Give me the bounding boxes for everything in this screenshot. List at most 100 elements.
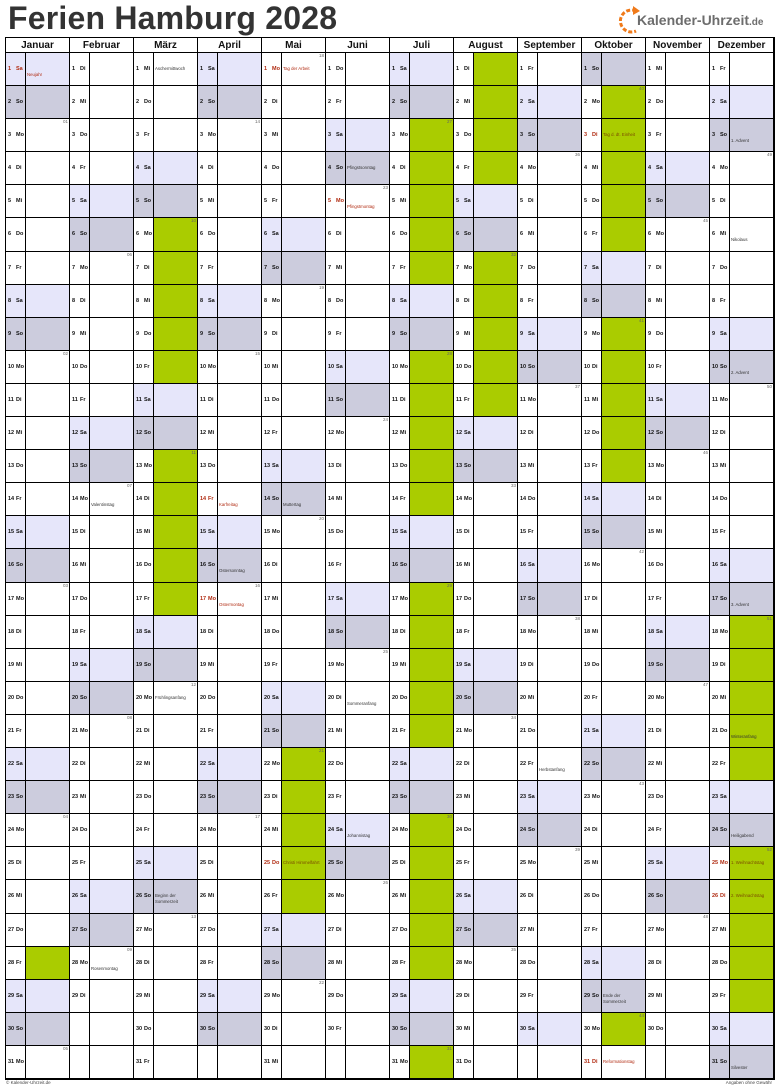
day-cell: 21 Mo 34 [454,714,518,749]
day-number: 21 [456,727,463,734]
date-part: 6 So [454,218,474,251]
day-number: 15 [72,529,79,536]
weekday: Fr [592,463,598,470]
weekday: Mi [208,893,215,900]
month-header: November [646,38,710,53]
day-cell: 28 Do [710,946,774,980]
day-notes [474,1046,517,1078]
ferien-day [602,450,645,483]
date-part: 25 Fr [70,847,90,880]
date-part: 8 Fr [518,284,538,317]
ferien-day: 32 [474,251,517,284]
weekday: Fr [336,1025,342,1032]
day-cell: 9 Fr [326,317,390,351]
date-part: 7 Mi [326,251,346,284]
weekday: Mi [464,99,471,106]
day-number: 23 [456,794,463,801]
day-cell: 27 Mo 48 [646,913,710,947]
date-part: 17 Sa [326,582,346,615]
weekday: Fr [400,959,406,966]
day-notes [282,351,325,383]
date-part: 7 Di [646,251,666,284]
day-notes [346,384,389,416]
day-number: 5 [72,198,76,205]
day-cell: 25 Di [198,847,262,881]
weekday: Mo [400,595,408,602]
day-number: 15 [200,529,207,536]
weekday: Mo [592,99,600,106]
date-part: 9 So [390,317,410,350]
day-cell: 22 Sa [390,748,454,782]
day-cell: 30 So [198,1012,262,1046]
weekday: Mo [400,363,408,370]
date-part: 29 Di [70,979,90,1012]
logo[interactable]: Kalender-Uhrzeit.de [618,3,774,35]
day-cell: 17 Fr [646,582,710,616]
weekday: So [720,132,728,139]
date-part: 5 Di [518,185,538,218]
date-part: 5 Mo [326,185,346,218]
week-number: 19 [318,284,324,290]
day-notes [410,781,453,813]
weekday: Do [528,496,536,503]
weekday: Mi [464,794,471,801]
day-cell: 1 So [582,53,646,87]
weekday: Sa [464,893,471,900]
date-part: 5 So [646,185,666,218]
date-part: 20 Di [326,681,346,714]
weekday: Mo [272,992,280,999]
date-part: 3 Mo [390,119,410,152]
weekday: So [656,893,664,900]
day-notes [538,285,581,317]
day-cell: 28 So [262,946,326,980]
day-cell: 24 Do [70,814,134,848]
date-part: 27 So [70,913,90,946]
day-cell: 13 Di [326,450,390,484]
day-cell: 7 Fr [6,251,70,285]
day-cell: 15 Mo 20 [262,516,326,550]
day-notes [218,218,261,250]
day-number: 6 [648,231,652,238]
date-part: 18 Sa [134,615,154,648]
day-number: 23 [584,794,591,801]
day-number: 2 [136,99,140,106]
weekday: So [208,562,216,569]
weekday: Mo [464,727,472,734]
day-number: 28 [392,959,399,966]
day-cell: 24 Do [454,814,518,848]
day-notes [26,914,69,946]
day-cell: 11 Fr [70,383,134,418]
day-number: 22 [8,761,15,768]
date-part: 9 Sa [518,317,538,350]
date-part: 14 Sa [582,483,602,516]
day-notes [282,549,325,581]
day-notes [90,748,133,780]
day-cell: 16 Di [262,549,326,583]
day-number: 13 [136,463,143,470]
ferien-day: 30 [410,814,453,847]
day-notes [218,53,261,85]
date-part: 2 Mo [582,86,602,119]
date-part: 22 Do [326,748,346,781]
weekday: Do [80,363,88,370]
day-number: 1 [648,66,652,72]
week-number: 01 [62,119,68,125]
holiday-label: Herbstanfang [539,767,565,773]
day-cell: 8 Mi [646,284,710,318]
day-notes [474,880,517,912]
day-notes [218,318,261,350]
date-part: 29 Sa [198,979,218,1012]
day-cell: 22 Fr [710,748,774,782]
day-notes [666,417,709,449]
holiday-label: 1. Advent [731,138,749,144]
day-notes: Sommeranfang [346,682,389,714]
date-part: 21 So [262,714,282,748]
day-cell: 11 Sa [134,383,198,418]
day-number: 15 [392,529,399,536]
day-number: 20 [72,694,79,701]
day-number: 7 [584,264,588,271]
day-cell: 23 Fr [326,781,390,815]
day-number: 19 [72,661,79,668]
date-part: 18 Mo [710,615,730,648]
day-cell: 8 Mo 19 [262,284,326,318]
